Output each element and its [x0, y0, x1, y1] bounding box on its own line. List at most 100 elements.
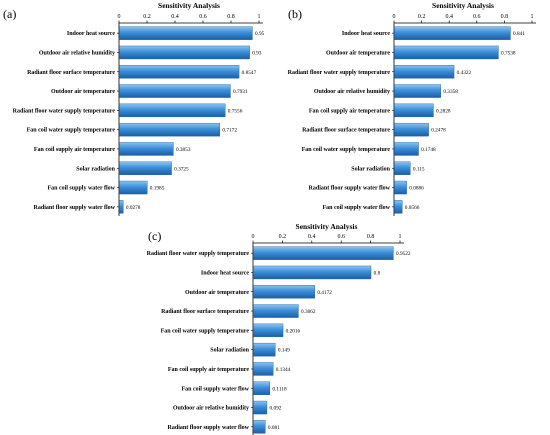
chart-title: Sensitivity Analysis: [296, 222, 358, 231]
x-tick-label: 1: [399, 234, 402, 240]
x-tick-label: 0: [118, 14, 121, 20]
category-label: Fan coil supply water flow: [322, 205, 390, 211]
bar: [394, 45, 499, 60]
x-tick-label: 0.4: [171, 14, 179, 20]
bar: [119, 26, 253, 40]
bar: [253, 304, 299, 318]
bar: [253, 265, 372, 280]
category-label: Fan coil water supply temperature: [27, 128, 116, 134]
value-label: 0.2016: [286, 328, 301, 334]
bar: [119, 45, 250, 60]
value-label: 0.4172: [317, 290, 332, 296]
value-label: 0.3853: [176, 147, 191, 153]
value-label: 0.8: [374, 270, 381, 276]
chart-title: Sensitivity Analysis: [432, 1, 494, 10]
value-label: 0.1985: [150, 186, 165, 192]
bar: [394, 200, 403, 214]
value-label: 0.7556: [228, 108, 243, 114]
category-label: Solar radiation: [210, 348, 249, 354]
value-label: 0.841: [513, 31, 525, 37]
category-label: Outdoor air relative humidity: [39, 50, 115, 56]
x-tick-label: 0.4: [308, 234, 316, 240]
value-label: 0.0886: [409, 186, 424, 192]
category-label: Outdoor air relative humidity: [314, 89, 390, 95]
category-label: Fan coil supply air temperature: [168, 367, 249, 373]
bar: [394, 65, 455, 79]
category-label: Fan coil supply water flow: [47, 186, 115, 192]
bar: [253, 323, 284, 338]
value-label: 0.092: [270, 406, 282, 412]
bar: [394, 103, 434, 118]
bar: [253, 420, 266, 434]
value-label: 0.4322: [457, 70, 472, 76]
value-label: 0.149: [278, 348, 290, 354]
category-label: Fan coil water supply temperature: [161, 328, 250, 334]
x-tick-label: 0.2: [279, 234, 287, 240]
bar: [253, 285, 315, 299]
bar: [394, 142, 419, 156]
bar: [119, 180, 148, 195]
bar: [253, 362, 274, 376]
bar: [119, 122, 221, 137]
x-tick-label: 0.6: [199, 14, 207, 20]
value-label: 0.2828: [436, 108, 451, 114]
value-label: 0.93: [252, 50, 262, 56]
bar: [119, 200, 124, 214]
chart-panel-b: (b) Sensitivity Analysis 0 0.2 0.4 0.6 0.8 1 Ind…: [288, 1, 536, 216]
category-label: Indoor heat source: [67, 31, 115, 37]
category-label: Fan coil supply air temperature: [309, 108, 390, 114]
bar: [394, 180, 407, 195]
value-label: 0.1118: [272, 386, 287, 392]
value-label: 0.8547: [242, 70, 257, 76]
bar: [394, 122, 429, 137]
bar: [119, 161, 172, 175]
category-label: Radiant floor water supply temperature: [13, 108, 116, 114]
bar: [119, 65, 240, 79]
bar: [253, 342, 276, 357]
category-label: Radiant floor water supply temperature: [147, 251, 250, 257]
bar: [119, 103, 226, 118]
value-label: 0.1344: [276, 367, 291, 373]
x-tick-label: 0.6: [473, 14, 481, 20]
x-tick-label: 1: [258, 14, 261, 20]
value-label: 0.7172: [222, 128, 237, 134]
value-label: 0.95: [255, 31, 265, 37]
category-label: Radiant floor supply water flow: [309, 186, 391, 192]
panel-label: (a): [3, 7, 16, 21]
bar: [394, 161, 411, 175]
value-label: 0.9522: [396, 251, 411, 257]
value-label: 0.7538: [501, 50, 516, 56]
category-label: Radiant floor water supply temperature: [288, 70, 391, 76]
bar: [394, 84, 441, 98]
x-tick-label: 0: [393, 14, 396, 20]
value-label: 0.7931: [233, 89, 248, 95]
category-label: Fan coil supply air temperature: [34, 147, 115, 153]
x-tick-label: 0.6: [337, 234, 345, 240]
panel-label: (c): [148, 229, 161, 243]
x-tick-label: 0.8: [227, 14, 235, 20]
category-label: Fan coil water supply temperature: [302, 147, 391, 153]
category-label: Solar radiation: [351, 166, 390, 172]
value-label: 0.3062: [301, 309, 316, 315]
category-label: Indoor heat source: [201, 270, 249, 276]
x-tick-label: 0: [252, 234, 255, 240]
chart-panel-c: (c) Sensitivity Analysis 0 0.2 0.4 0.6 0.8 1 Rad…: [147, 222, 411, 435]
category-label: Indoor heat source: [342, 31, 390, 37]
x-tick-label: 0.8: [501, 14, 509, 20]
x-tick-label: 0.2: [418, 14, 426, 20]
panel-label: (b): [288, 7, 302, 21]
category-label: Radiant floor supply water flow: [34, 205, 116, 211]
value-label: 0.1748: [421, 147, 436, 153]
category-label: Outdoor air temperature: [51, 89, 115, 95]
category-label: Radiant floor surface temperature: [161, 309, 249, 315]
category-label: Outdoor air relative humidity: [173, 406, 249, 412]
category-label: Radiant floor surface temperature: [302, 128, 390, 134]
value-label: 0.3725: [174, 166, 189, 172]
value-label: 0.0566: [405, 205, 420, 211]
bar: [253, 400, 268, 415]
value-label: 0.115: [413, 166, 425, 172]
category-label: Radiant floor surface temperature: [27, 70, 115, 76]
bar: [119, 142, 174, 156]
value-label: 0.2478: [431, 128, 446, 134]
value-label: 0.081: [268, 425, 280, 431]
